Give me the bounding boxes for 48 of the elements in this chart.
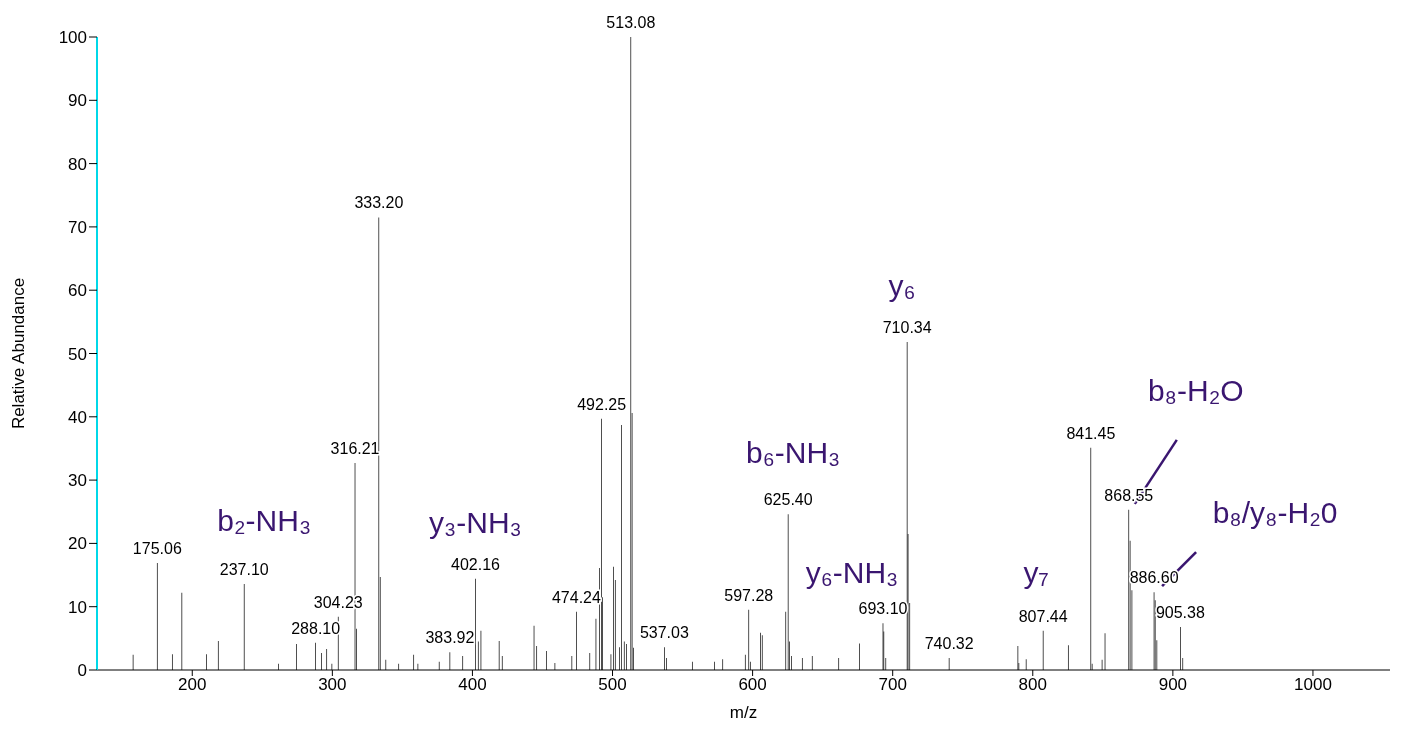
annotation: y₆-NH₃ (805, 556, 899, 590)
x-tick-label: 800 (1018, 675, 1047, 695)
x-tick-label: 900 (1158, 675, 1188, 695)
y-tick-label: 60 (68, 281, 87, 301)
annotation: b₈-H₂O (1147, 373, 1244, 407)
y-tick-label: 80 (68, 154, 87, 174)
annotation: 841.45 (1066, 424, 1116, 442)
annotation: y₆ (888, 269, 916, 303)
annotation: 237.10 (219, 560, 269, 578)
y-tick-label: 20 (68, 534, 87, 554)
annotation: b₂-NH₃ (217, 503, 312, 537)
annotation: 710.34 (882, 319, 932, 337)
annotation: y₃-NH₃ (429, 505, 522, 539)
annotation: 537.03 (639, 624, 689, 642)
annotation: 402.16 (450, 555, 501, 573)
annotation: 513.08 (606, 14, 656, 31)
annotation: y₇ (1023, 555, 1049, 589)
annotation: 905.38 (1155, 603, 1205, 621)
annotation: 175.06 (132, 540, 182, 558)
annotation: 492.25 (577, 395, 627, 413)
annotation: b₈/y₈-H₂0 (1212, 496, 1338, 530)
annotation: 597.28 (724, 586, 774, 604)
annotation: 333.20 (354, 194, 404, 212)
y-tick-label: 70 (68, 217, 87, 237)
y-tick-label: 50 (68, 344, 87, 364)
y-tick-label: 40 (68, 407, 87, 427)
annotation: 383.92 (425, 629, 475, 647)
x-tick-label: 1000 (1294, 675, 1332, 695)
y-tick-label: 90 (68, 91, 87, 111)
x-tick-label: 600 (738, 675, 767, 695)
x-axis-title: m/z (729, 703, 758, 722)
x-tick-label: 500 (598, 675, 627, 695)
x-tick-label: 700 (878, 675, 907, 695)
annotation: 316.21 (330, 440, 380, 458)
annotation: 693.10 (858, 600, 908, 618)
y-tick-label: 0 (77, 661, 87, 681)
y-axis-title: Relative Abundance (9, 277, 29, 430)
y-tick-label: 10 (68, 597, 87, 617)
x-tick-label: 400 (458, 675, 487, 695)
annotation: 625.40 (763, 491, 813, 509)
y-tick-label: 100 (58, 28, 87, 48)
annotation: b₆-NH₃ (746, 436, 841, 470)
annotation: 304.23 (313, 593, 363, 611)
x-tick-label: 200 (178, 675, 207, 695)
annotation: 740.32 (924, 634, 974, 652)
y-tick-label: 30 (68, 471, 87, 491)
annotation: 807.44 (1018, 607, 1068, 625)
x-tick-label: 300 (318, 675, 347, 695)
